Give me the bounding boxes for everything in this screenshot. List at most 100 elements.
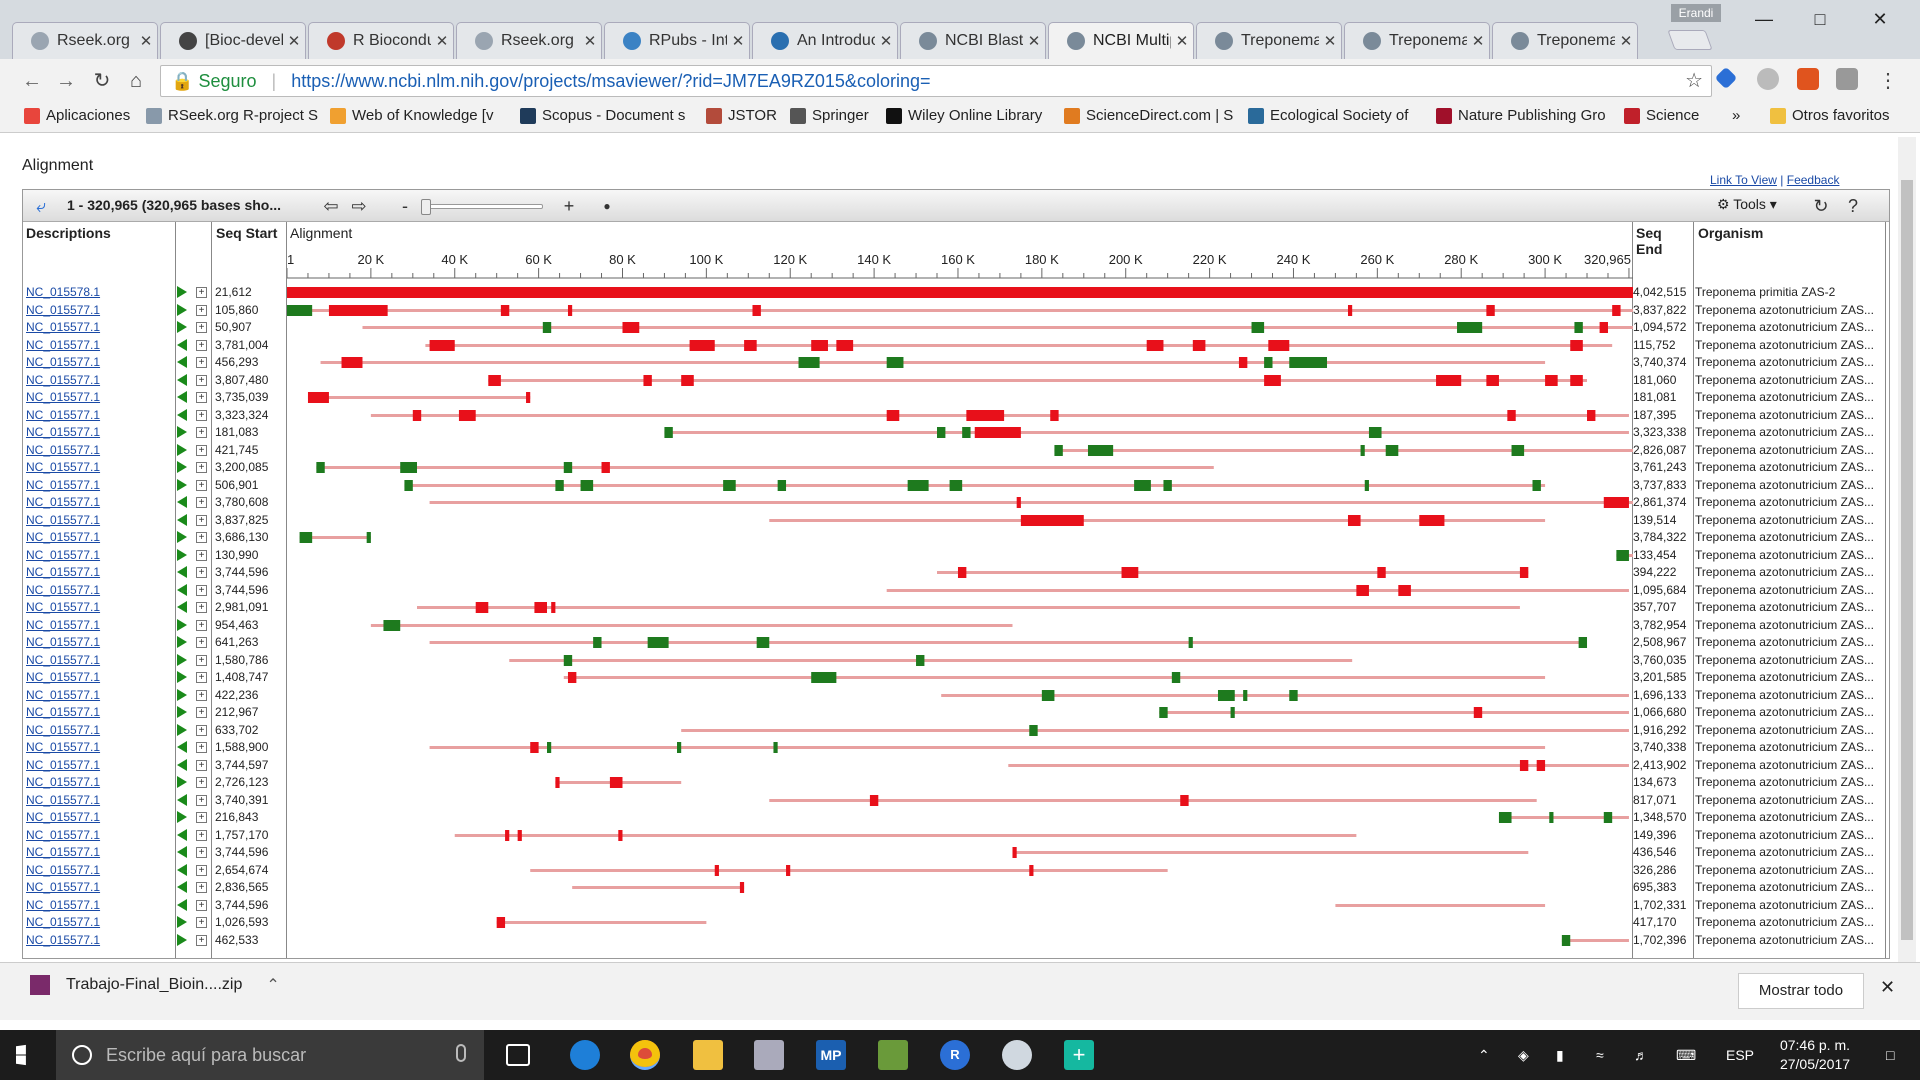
alignment-track[interactable] [287,932,1633,949]
browser-tab[interactable]: Rseek.org ✕ [12,22,158,59]
bookmark-item[interactable]: JSTOR [706,107,777,124]
bookmark-item[interactable]: Otros favoritos [1770,107,1890,124]
browser-tab[interactable]: NCBI Multiple✕ [1048,22,1194,59]
alignment-track[interactable] [287,844,1633,861]
expand-row-button[interactable]: + [196,707,207,718]
sequence-id-link[interactable]: NC_015577.1 [26,915,101,929]
browser-tab[interactable]: NCBI Blast ✕ [900,22,1046,59]
chevron-up-icon[interactable]: ⌃ [266,977,280,994]
download-item[interactable]: Trabajo-Final_Bioin....zip ⌃ [30,975,280,995]
alignment-track[interactable] [287,757,1633,774]
bookmark-item[interactable]: Web of Knowledge [v [330,107,493,124]
extension-icon[interactable] [1714,66,1738,90]
color-by-icon[interactable]: ● [603,199,611,213]
column-divider[interactable] [211,222,212,958]
browser-tab[interactable]: R Bioconductor✕ [308,22,454,59]
sequence-id-link[interactable]: NC_015577.1 [26,337,101,352]
bookmark-item[interactable]: RSeek.org R-project S [146,107,318,124]
alignment-track[interactable] [287,284,1633,301]
bookmark-item[interactable]: Ecological Society of [1248,107,1408,124]
bookmark-item[interactable]: ScienceDirect.com | S [1064,107,1233,124]
expand-row-button[interactable]: + [196,917,207,928]
expand-row-button[interactable]: + [196,794,207,806]
alignment-track[interactable] [287,879,1633,896]
link-to-view[interactable]: Link To View [1710,173,1777,187]
expand-row-button[interactable]: + [196,742,207,753]
tab-close-icon[interactable]: ✕ [731,33,745,50]
back-button[interactable]: ← [22,70,42,92]
sequence-id-link[interactable]: NC_015577.1 [26,757,101,772]
bookmark-star-icon[interactable]: ☆ [1685,70,1703,92]
close-download-bar-icon[interactable]: ✕ [1880,977,1896,997]
url-input[interactable]: 🔒 Seguro | https://www.ncbi.nlm.nih.gov/… [160,65,1712,97]
back-to-alignment-icon[interactable]: ⤶ [35,196,47,216]
sequence-id-link[interactable]: NC_015577.1 [26,810,101,824]
tab-close-icon[interactable]: ✕ [879,33,893,50]
sequence-id-link[interactable]: NC_015577.1 [26,687,101,702]
home-button[interactable]: ⌂ [129,70,143,92]
alignment-track[interactable] [287,774,1633,791]
sequence-id-link[interactable]: NC_015577.1 [26,775,101,789]
expand-row-button[interactable]: + [196,409,207,421]
alignment-track[interactable] [287,494,1633,511]
sequence-id-link[interactable]: NC_015577.1 [26,495,101,509]
reload-button[interactable]: ↻ [93,70,111,92]
office-extension-icon[interactable] [1797,68,1819,90]
alignment-track[interactable] [287,389,1633,406]
mp-app-icon[interactable]: MP [816,1040,846,1070]
wifi-icon[interactable]: ≈ [1596,1047,1604,1063]
tab-close-icon[interactable]: ✕ [583,33,597,50]
battery-icon[interactable]: ▮ [1556,1047,1564,1063]
tab-close-icon[interactable]: ✕ [1619,33,1633,50]
alignment-track[interactable] [287,599,1633,616]
sequence-id-link[interactable]: NC_015577.1 [26,355,101,369]
expand-row-button[interactable]: + [196,777,207,788]
sequence-id-link[interactable]: NC_015577.1 [26,372,101,387]
zoom-slider[interactable] [421,204,543,209]
expand-row-button[interactable]: + [196,864,207,876]
refresh-icon[interactable]: ↻ [1813,196,1829,216]
expand-row-button[interactable]: + [196,514,207,526]
task-view-icon[interactable] [506,1044,530,1066]
expand-row-button[interactable]: + [196,427,207,438]
sequence-id-link[interactable]: NC_015577.1 [26,512,101,527]
column-divider[interactable] [1632,222,1633,958]
alignment-track[interactable] [287,704,1633,721]
sequence-id-link[interactable]: NC_015577.1 [26,582,101,597]
page-scrollbar-thumb[interactable] [1901,180,1913,940]
expand-row-button[interactable]: + [196,549,207,561]
expand-row-button[interactable]: + [196,357,207,368]
alignment-track[interactable] [287,687,1633,704]
alignment-track[interactable] [287,669,1633,686]
expand-row-button[interactable]: + [196,602,207,613]
alignment-track[interactable] [287,722,1633,739]
browser-tab[interactable]: An Introduction✕ [752,22,898,59]
column-divider[interactable] [286,222,287,958]
expand-row-button[interactable]: + [196,899,207,911]
alignment-track[interactable] [287,529,1633,546]
expand-row-button[interactable]: + [196,637,207,648]
sequence-id-link[interactable]: NC_015577.1 [26,565,101,579]
minimize-button[interactable]: — [1755,9,1773,29]
alignment-track[interactable] [287,739,1633,756]
expand-row-button[interactable]: + [196,497,207,508]
sequence-id-link[interactable]: NC_015577.1 [26,390,101,404]
expand-row-button[interactable]: + [196,847,207,858]
alignment-track[interactable] [287,459,1633,476]
expand-row-button[interactable]: + [196,444,207,456]
bookmark-item[interactable]: Scopus - Document s [520,107,685,124]
scroll-left-icon[interactable]: ⇦ [323,196,339,216]
spreadsheet-icon[interactable] [878,1040,908,1070]
bookmark-item[interactable]: Springer [790,107,869,124]
expand-row-button[interactable]: + [196,392,207,403]
alignment-track[interactable] [287,407,1633,424]
tab-close-icon[interactable]: ✕ [435,33,449,50]
alignment-track[interactable] [287,564,1633,581]
microphone-icon[interactable] [456,1044,466,1062]
expand-row-button[interactable]: + [196,479,207,491]
feedback-link[interactable]: Feedback [1786,173,1840,187]
sequence-id-link[interactable]: NC_015577.1 [26,442,101,457]
new-tab-button[interactable] [1667,30,1713,50]
browser-tab[interactable]: RPubs - Intro✕ [604,22,750,59]
sequence-id-link[interactable]: NC_015577.1 [26,862,101,877]
